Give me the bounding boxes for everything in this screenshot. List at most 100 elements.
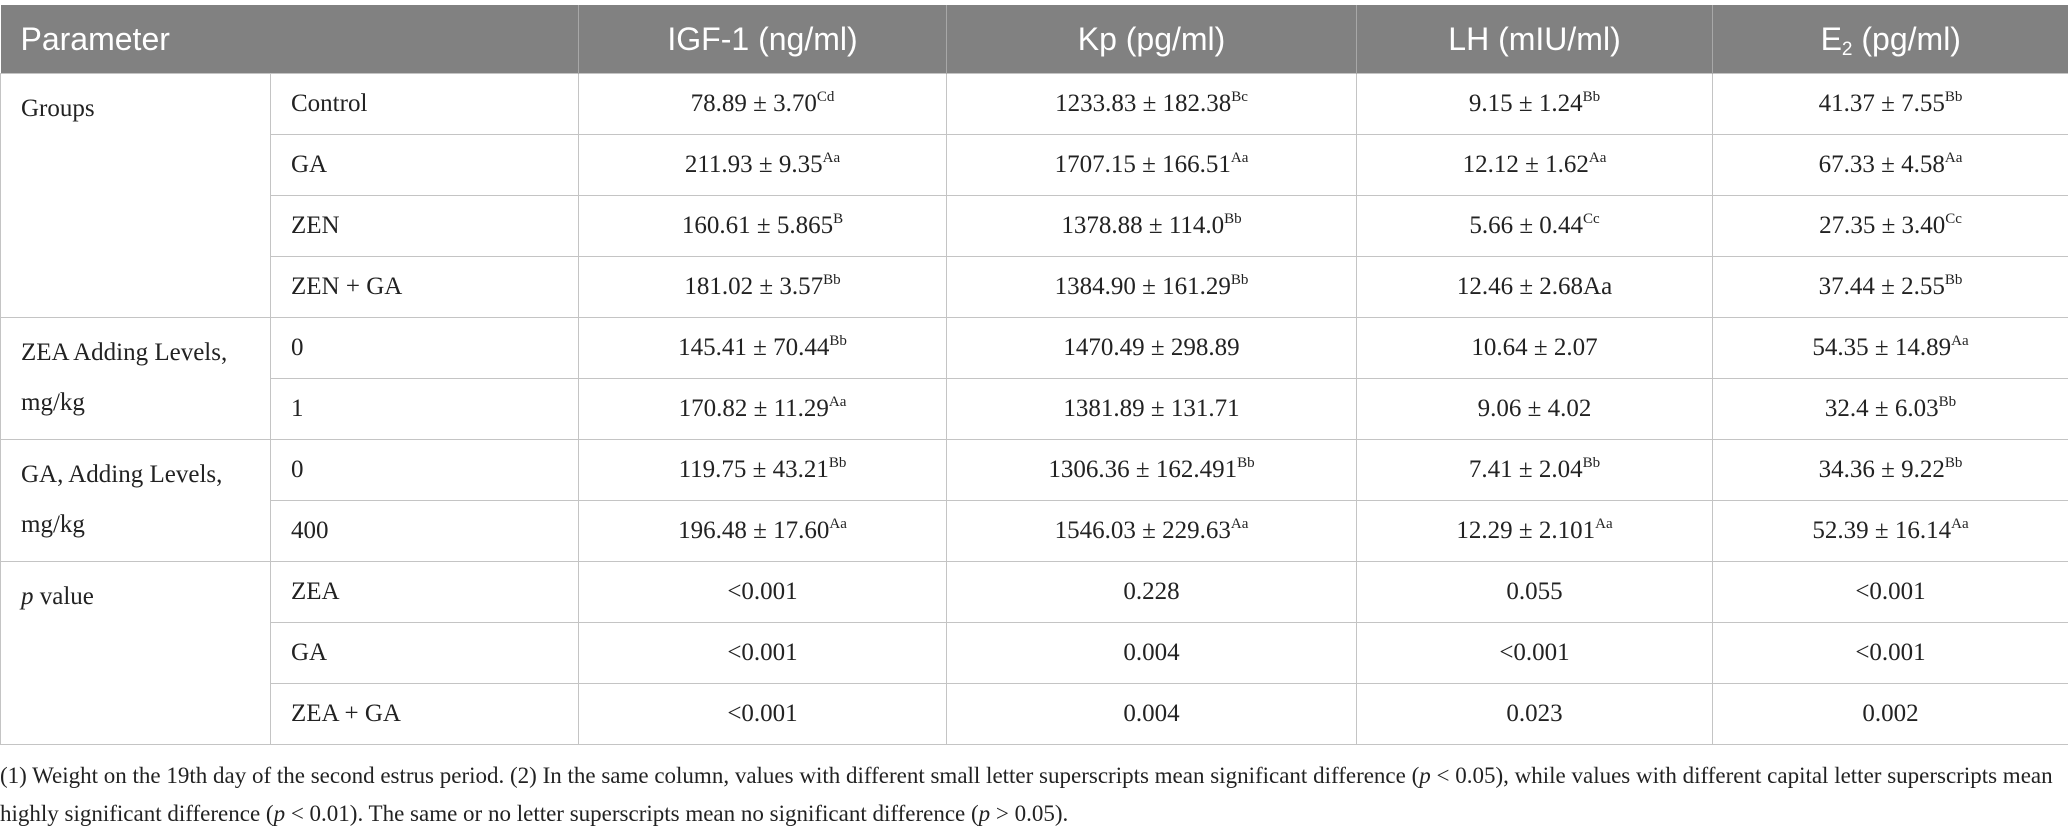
value-cell: 41.37 ± 7.55Bb (1712, 73, 2068, 135)
text: p (978, 801, 991, 826)
superscript: Aa (1595, 516, 1613, 532)
value-cell: <0.001 (1712, 561, 2068, 623)
value-cell: 12.12 ± 1.62Aa (1356, 134, 1714, 196)
text: GA (291, 151, 328, 178)
value-cell: 78.89 ± 3.70Cd (578, 73, 948, 135)
superscript: Bb (1230, 272, 1249, 288)
superscript: B (833, 211, 844, 227)
superscript: Bb (823, 272, 841, 288)
text: p (1419, 763, 1431, 788)
subscript: 2 (1841, 38, 1853, 60)
group-label: Groups (0, 73, 271, 318)
text: 1233.83 ± 182.38 (1055, 90, 1232, 117)
value-cell: 32.4 ± 6.03Bb (1712, 378, 2068, 440)
text: 9.06 ± 4.02 (1477, 395, 1592, 422)
text: 52.39 ± 16.14 (1812, 517, 1952, 544)
text: 0.004 (1123, 639, 1180, 666)
text: <0.001 (727, 639, 798, 666)
text: 7.41 ± 2.04 (1468, 456, 1583, 483)
text: <0.001 (1855, 578, 1926, 605)
value-cell: 0.004 (946, 683, 1358, 745)
text: 0.228 (1123, 578, 1180, 605)
text: 400 (291, 517, 329, 544)
value-cell: 1707.15 ± 166.51Aa (946, 134, 1358, 196)
group-label: GA, Adding Levels, mg/kg (0, 439, 271, 562)
text: E (1820, 20, 1842, 57)
value-cell: <0.001 (578, 622, 948, 684)
superscript: Bb (1938, 394, 1957, 410)
superscript: Cd (816, 89, 835, 105)
text: p (21, 583, 34, 610)
text: (pg/ml) (1852, 20, 1961, 57)
value-cell: 12.29 ± 2.101Aa (1356, 500, 1714, 562)
value-cell: 181.02 ± 3.57Bb (578, 256, 948, 318)
superscript: Aa (1230, 516, 1249, 532)
text: 5.66 ± 0.44 (1469, 212, 1584, 239)
text: 0.023 (1506, 700, 1563, 727)
text: 1384.90 ± 161.29 (1054, 273, 1231, 300)
row-label: GA (269, 622, 580, 684)
table-row: ZEN 160.61 ± 5.865B 1378.88 ± 114.0Bb 5.66 … (1, 195, 2068, 257)
superscript: Aa (1951, 516, 1969, 532)
text: LH (mIU/ml) (1448, 20, 1621, 57)
text: 41.37 ± 7.55 (1818, 90, 1945, 117)
text: 78.89 ± 3.70 (690, 90, 817, 117)
text: 12.29 ± 2.101 (1456, 517, 1596, 544)
value-cell: 1306.36 ± 162.491Bb (946, 439, 1358, 501)
text: < 0.05), while values with different cap… (0, 763, 2053, 826)
superscript: Bb (1944, 272, 1963, 288)
text: IGF-1 (ng/ml) (667, 20, 858, 57)
text: 181.02 ± 3.57 (684, 273, 824, 300)
row-label: ZEA + GA (269, 683, 580, 745)
table-row: p value ZEA <0.001 0.228 0.055 <0.001 (0, 561, 2068, 745)
row-label: 1 (269, 378, 580, 440)
superscript: Aa (1951, 333, 1969, 349)
value-cell: <0.001 (578, 561, 948, 623)
text: <0.001 (1855, 639, 1926, 666)
value-cell: 27.35 ± 3.40Cc (1712, 195, 2068, 257)
value-cell: 0.002 (1712, 683, 2068, 745)
text: 170.82 ± 11.29 (678, 395, 829, 422)
value-cell: 5.66 ± 0.44Cc (1356, 195, 1714, 257)
value-cell: 0.023 (1356, 683, 1714, 745)
superscript: Bb (828, 455, 847, 471)
value-cell: 52.39 ± 16.14Aa (1712, 500, 2068, 562)
text: ZEN (291, 212, 340, 239)
text: 1381.89 ± 131.71 (1063, 395, 1240, 422)
row-label: ZEN (269, 195, 580, 257)
superscript: Bb (1944, 455, 1963, 471)
text: 9.15 ± 1.24 (1468, 90, 1583, 117)
value-cell: 160.61 ± 5.865B (578, 195, 948, 257)
text: <0.001 (727, 578, 798, 605)
text: 160.61 ± 5.865 (681, 212, 834, 239)
value-cell: 67.33 ± 4.58Aa (1712, 134, 2068, 196)
text: ZEA + GA (291, 700, 401, 727)
row-label: Control (269, 73, 580, 135)
text: 1306.36 ± 162.491 (1048, 456, 1238, 483)
table-row: GA 211.93 ± 9.35Aa 1707.15 ± 166.51Aa 12.12… (1, 134, 2068, 196)
text: 0 (291, 334, 304, 361)
value-cell: 1470.49 ± 298.89 (946, 317, 1358, 379)
superscript: Aa (1230, 150, 1249, 166)
value-cell: 0.228 (946, 561, 1358, 623)
text: 32.4 ± 6.03 (1824, 395, 1939, 422)
text: 1707.15 ± 166.51 (1054, 151, 1231, 178)
text: GA, Adding Levels, mg/kg (21, 461, 223, 538)
superscript: Bb (1582, 455, 1601, 471)
text: value (33, 583, 94, 610)
table-row: ZEN + GA 181.02 ± 3.57Bb 1384.90 ± 161.29B… (1, 256, 2068, 318)
value-cell: 1378.88 ± 114.0Bb (946, 195, 1358, 257)
value-cell: 10.64 ± 2.07 (1356, 317, 1714, 379)
table-row: 1 170.82 ± 11.29Aa 1381.89 ± 131.71 9.06 ± … (1, 378, 2068, 440)
text: 196.48 ± 17.60 (678, 517, 830, 544)
row-label: 0 (269, 439, 580, 501)
superscript: Bb (1944, 89, 1963, 105)
value-cell: 1546.03 ± 229.63Aa (946, 500, 1358, 562)
row-label: 0 (269, 317, 580, 379)
text: Kp (pg/ml) (1077, 20, 1226, 57)
table-row: GA <0.001 0.004 <0.001 <0.001 (1, 622, 2068, 684)
value-cell: 1384.90 ± 161.29Bb (946, 256, 1358, 318)
group-label: ZEA Adding Levels, mg/kg (0, 317, 271, 440)
header-cell: IGF-1 (ng/ml) (578, 5, 947, 74)
